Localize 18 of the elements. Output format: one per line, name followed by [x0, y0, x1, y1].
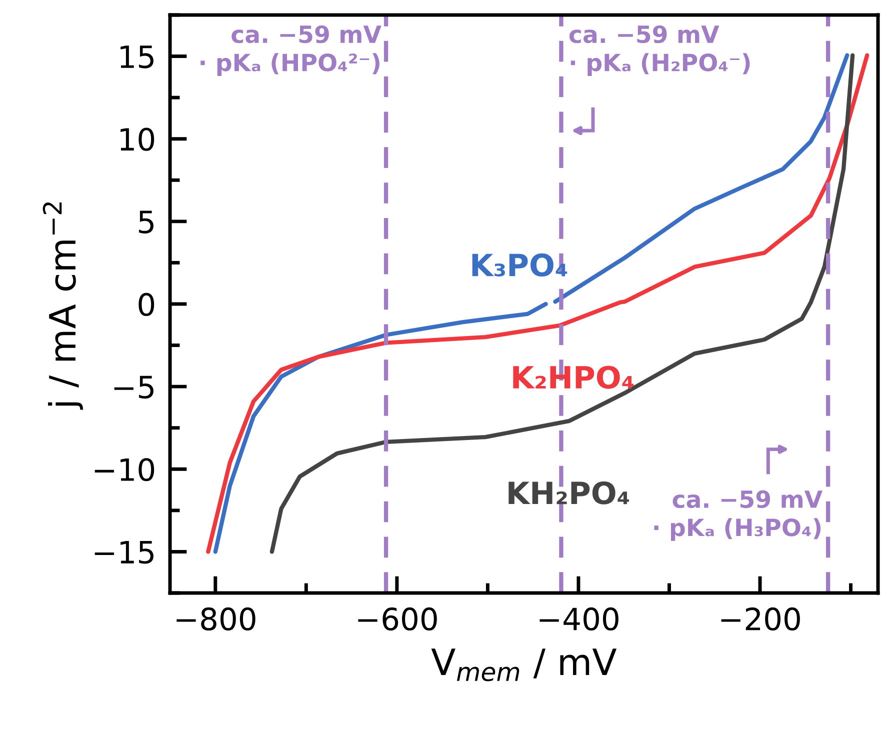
y-tick-label: 5 [139, 210, 154, 234]
y-tick-label: −15 [94, 541, 154, 564]
x-tick-label: −200 [721, 607, 800, 631]
x-tick-label: −800 [176, 607, 256, 631]
y-tick-label: −5 [114, 376, 154, 399]
x-tick-label: −600 [358, 607, 437, 631]
x-axis-title: V$_{mem}$ / mV [431, 648, 617, 682]
ref-line-label: ca. −59 mV · pKₐ (HPO₄²⁻) [200, 25, 382, 76]
x-tick-label: −400 [540, 607, 618, 631]
y-tick-label: 15 [120, 46, 154, 68]
y-tick-label: 0 [138, 292, 154, 316]
ref-line-label: ca. −59 mV · pKₐ (H₃PO₄) [654, 490, 823, 541]
y-axis-title: j / mA cm$^{−2}$ [42, 202, 83, 410]
series-label: K₂HPO₄ [513, 366, 634, 389]
series-label: KH₂PO₄ [508, 481, 629, 504]
ref-line-label: ca. −59 mV · pKₐ (H₂PO₄⁻) [569, 25, 750, 76]
y-tick-label: 10 [120, 128, 154, 151]
y-tick-label: −10 [94, 458, 154, 482]
